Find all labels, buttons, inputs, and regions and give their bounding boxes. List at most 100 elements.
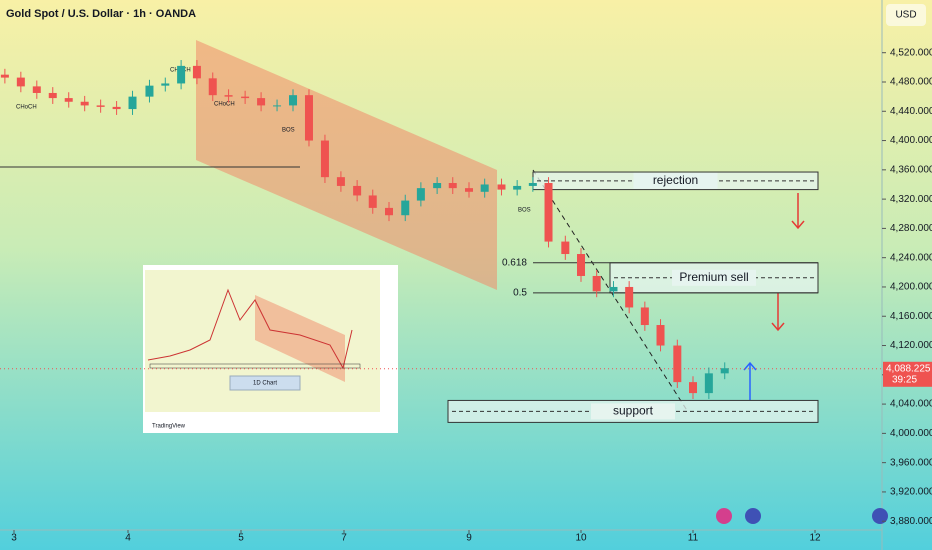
candle-body — [257, 98, 266, 106]
y-tick-label: 3,920.000 — [890, 487, 932, 498]
x-tick-label: 7 — [341, 533, 347, 544]
candle-body — [704, 373, 713, 394]
candle-body — [673, 345, 682, 383]
candle-body — [304, 95, 313, 141]
candle-body — [465, 188, 473, 192]
candle-body — [336, 177, 345, 186]
candle-body — [353, 185, 362, 196]
descending-channel — [196, 40, 497, 290]
candle-body — [625, 286, 634, 308]
inset-chart: 1D Chart TradingView — [143, 265, 398, 433]
fib-label: 0.618 — [502, 257, 527, 268]
inset-label: 1D Chart — [253, 381, 277, 387]
y-tick-label: 4,120.000 — [890, 340, 932, 351]
x-tick-label: 5 — [238, 533, 244, 544]
zone-label: rejection — [653, 173, 698, 187]
y-tick-label: 4,160.000 — [890, 311, 932, 322]
candle-body — [689, 382, 697, 394]
candle-body — [320, 140, 329, 178]
candle-body — [480, 184, 489, 192]
annotation: BOS — [518, 208, 531, 214]
x-tick-label: 4 — [125, 533, 131, 544]
y-tick-label: 4,440.000 — [890, 106, 932, 117]
y-tick-label: 4,480.000 — [890, 77, 932, 88]
y-tick-label: 3,880.000 — [890, 516, 932, 527]
arrow-up — [743, 361, 757, 400]
currency: USD — [895, 10, 916, 21]
y-tick-label: 4,320.000 — [890, 194, 932, 205]
y-tick-label: 4,240.000 — [890, 252, 932, 263]
candle-body — [241, 96, 250, 99]
candle-body — [448, 183, 457, 189]
zone-label: Premium sell — [679, 270, 748, 284]
currency-box[interactable] — [886, 4, 926, 26]
y-tick-label: 4,200.000 — [890, 282, 932, 293]
annotation: BOS — [282, 128, 295, 134]
event-icon[interactable] — [872, 508, 888, 524]
zone-label: support — [613, 404, 654, 418]
y-tick-label: 4,520.000 — [890, 47, 932, 58]
event-icon[interactable] — [745, 508, 761, 524]
annotation: CHoCH — [214, 102, 235, 108]
candle-body — [145, 85, 154, 97]
candle-body — [497, 184, 506, 190]
candle-body — [96, 105, 105, 107]
candle-body — [720, 368, 729, 374]
event-icon[interactable] — [716, 508, 732, 524]
zone-label-bg — [633, 172, 718, 189]
y-tick-label: 4,360.000 — [890, 164, 932, 175]
x-tick-label: 12 — [809, 533, 821, 544]
fib-diagonal — [532, 169, 689, 413]
fib-label: 0.5 — [513, 287, 527, 298]
candle-body — [16, 77, 25, 87]
arrow-down — [791, 193, 805, 230]
candle-body — [208, 78, 217, 96]
candle-body — [273, 105, 282, 107]
candle-body — [48, 92, 57, 99]
candle-body — [64, 98, 73, 102]
candle-body — [128, 96, 137, 110]
y-tick-label: 4,400.000 — [890, 135, 932, 146]
x-tick-label: 9 — [466, 533, 472, 544]
candle-body — [561, 241, 570, 255]
last-price-tag — [883, 361, 932, 387]
y-tick-label: 4,040.000 — [890, 399, 932, 410]
candle-body — [368, 195, 377, 208]
candle-body — [640, 307, 649, 326]
annotation: CHoCH — [16, 105, 37, 111]
candle-body — [513, 185, 522, 190]
candle-body — [224, 95, 233, 97]
candle-body — [401, 200, 410, 216]
last-price-label: 4,088.225 — [886, 363, 931, 374]
brand: TradingView — [152, 424, 186, 430]
candle-body — [32, 86, 41, 93]
arrow-down — [771, 293, 785, 332]
candle-body — [416, 188, 425, 201]
x-tick-label: 10 — [575, 533, 587, 544]
candle-body — [592, 275, 601, 292]
x-tick-label: 3 — [11, 533, 17, 544]
y-tick-label: 4,000.000 — [890, 428, 932, 439]
zone-label-bg — [591, 403, 675, 420]
candle-body — [177, 65, 186, 84]
candle-body — [528, 183, 537, 186]
candle-body — [112, 106, 121, 110]
candle-body — [609, 286, 618, 292]
x-tick-label: 11 — [688, 533, 699, 544]
candle-body — [433, 183, 442, 189]
candle-body — [289, 95, 298, 106]
candle-body — [0, 74, 9, 78]
candle-body — [80, 101, 89, 106]
countdown: 39:25 — [892, 374, 917, 385]
zone-label-bg — [672, 269, 756, 286]
chart-title: Gold Spot / U.S. Dollar · 1h · OANDA — [6, 8, 196, 20]
candle-body — [385, 207, 393, 216]
candle-body — [656, 325, 665, 346]
candle-body — [577, 254, 585, 276]
y-tick-label: 3,960.000 — [890, 457, 932, 468]
candle-body — [161, 83, 170, 86]
candle-body — [544, 183, 553, 242]
candle-body — [192, 65, 201, 79]
y-tick-label: 4,280.000 — [890, 223, 932, 234]
